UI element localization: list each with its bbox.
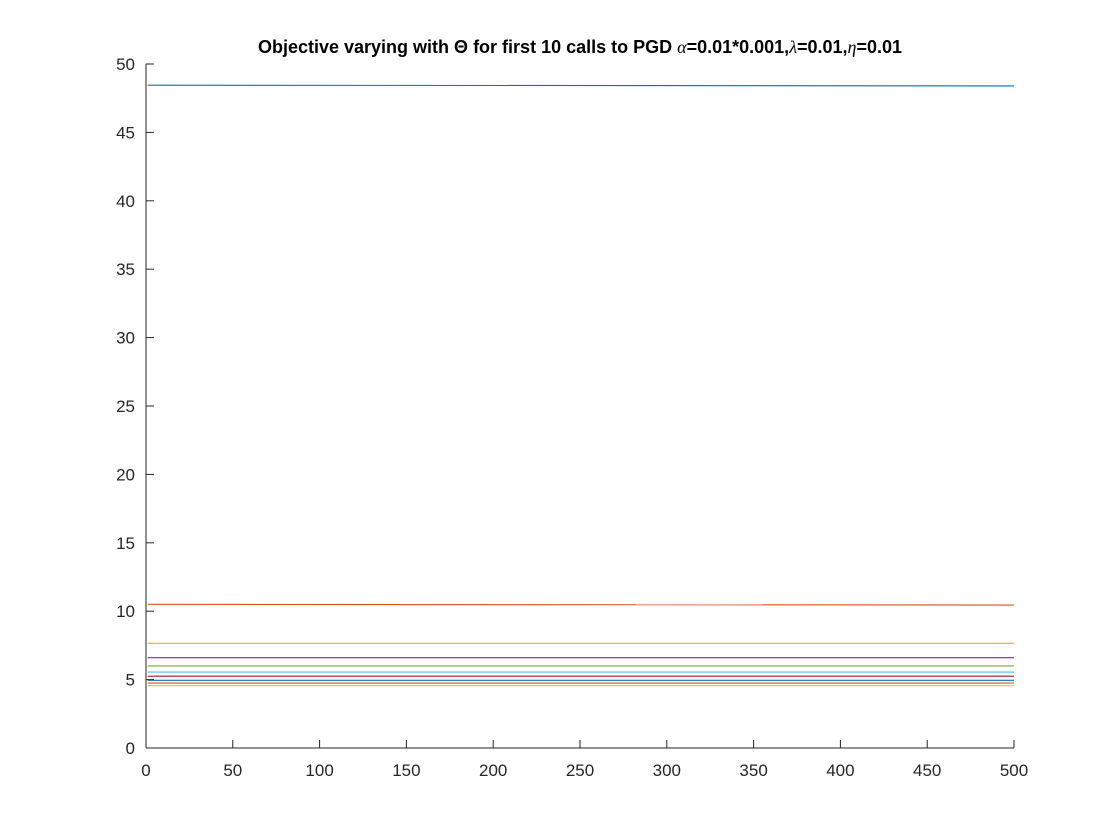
y-tick-label: 0 xyxy=(126,739,135,758)
x-tick-label: 300 xyxy=(653,761,681,780)
plot-background xyxy=(146,64,1014,748)
y-tick-label: 5 xyxy=(126,671,135,690)
chart-title: Objective varying with Θ for first 10 ca… xyxy=(258,37,902,57)
title-part: α xyxy=(677,37,687,57)
series-line-1 xyxy=(147,84,1015,87)
x-tick-label: 50 xyxy=(223,761,242,780)
series-layer xyxy=(147,84,1015,687)
y-tick-label: 45 xyxy=(116,123,135,142)
y-tick-label: 10 xyxy=(116,602,135,621)
title-part: =0.01 xyxy=(856,37,902,57)
series-line-2 xyxy=(147,603,1015,606)
x-tick-label: 500 xyxy=(1000,761,1028,780)
y-tick-label: 15 xyxy=(116,534,135,553)
x-tick-label: 100 xyxy=(305,761,333,780)
x-tick-label: 450 xyxy=(913,761,941,780)
y-tick-label: 40 xyxy=(116,192,135,211)
x-tick-label: 250 xyxy=(566,761,594,780)
x-tick-label: 0 xyxy=(141,761,150,780)
y-tick-label: 30 xyxy=(116,329,135,348)
x-tick-label: 350 xyxy=(739,761,767,780)
title-part: Θ xyxy=(454,37,468,57)
y-tick-label: 25 xyxy=(116,397,135,416)
title-part: Objective varying with xyxy=(258,37,454,57)
title-part: for first 10 calls to PGD xyxy=(468,37,677,57)
y-tick-label: 50 xyxy=(116,55,135,74)
title-part: =0.01, xyxy=(797,37,848,57)
title-part: η xyxy=(848,37,857,57)
plot-area xyxy=(146,64,1014,748)
x-tick-label: 150 xyxy=(392,761,420,780)
y-tick-label: 20 xyxy=(116,465,135,484)
x-tick-label: 400 xyxy=(826,761,854,780)
title-part: λ xyxy=(788,37,797,57)
title-part: =0.01*0.001, xyxy=(687,37,790,57)
axes-layer: 0 50 100 150 200 250 300 350 400 450 500 0 5 10 15 20 25… xyxy=(116,55,1028,780)
y-tick-label: 35 xyxy=(116,260,135,279)
x-tick-label: 200 xyxy=(479,761,507,780)
